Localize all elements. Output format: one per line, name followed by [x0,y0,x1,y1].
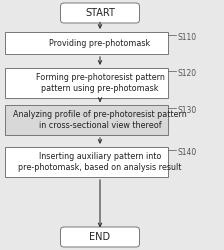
FancyBboxPatch shape [60,227,140,247]
FancyBboxPatch shape [5,32,168,54]
Text: END: END [89,232,111,242]
Text: Providing pre-photomask: Providing pre-photomask [49,38,151,48]
Text: Inserting auxiliary pattern into
pre-photomask, based on analysis result: Inserting auxiliary pattern into pre-pho… [18,152,182,172]
Text: START: START [85,8,115,18]
Text: Analyzing profile of pre-photoresist pattern
in cross-sectional view thereof: Analyzing profile of pre-photoresist pat… [13,110,187,130]
Text: S120: S120 [177,69,196,78]
FancyBboxPatch shape [5,147,168,177]
FancyBboxPatch shape [60,3,140,23]
Text: Forming pre-photoresist pattern
pattern using pre-photomask: Forming pre-photoresist pattern pattern … [36,72,164,94]
FancyBboxPatch shape [5,105,168,135]
Text: S110: S110 [177,33,196,42]
FancyBboxPatch shape [5,68,168,98]
Text: S140: S140 [177,148,196,157]
Text: S130: S130 [177,106,196,115]
